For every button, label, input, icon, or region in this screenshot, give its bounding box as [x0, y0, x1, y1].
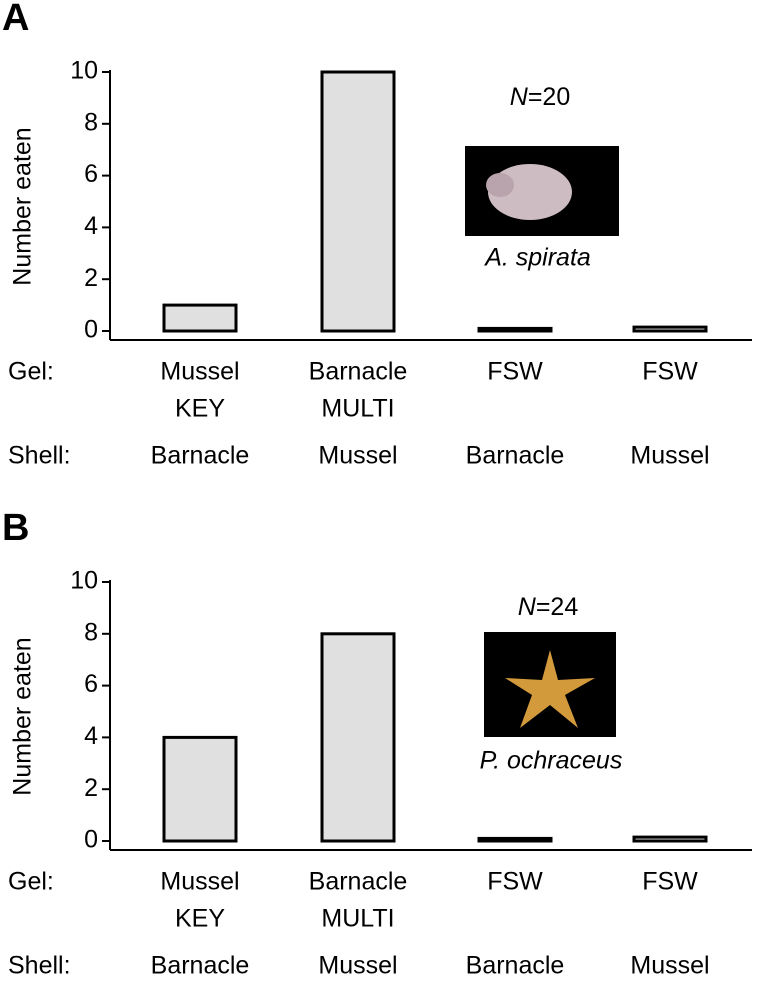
star-shape — [505, 650, 595, 728]
y-tick-label: 0 — [84, 826, 98, 854]
y-tick-label: 4 — [84, 212, 98, 240]
y-tick-label: 6 — [84, 160, 98, 188]
y-tick-label: 2 — [84, 774, 98, 802]
gel-label: FSW — [642, 358, 698, 386]
gel-label: KEY — [175, 905, 225, 933]
gel-label: Mussel — [160, 868, 239, 896]
shell-label: Barnacle — [151, 442, 250, 470]
shell-label: Mussel — [630, 442, 709, 470]
panel-label: B — [2, 507, 29, 549]
y-axis-label: Number eaten — [9, 127, 37, 285]
row-label: Gel: — [8, 358, 54, 386]
row-label: Shell: — [8, 952, 71, 980]
y-tick-label: 4 — [84, 722, 98, 750]
shell-label: Barnacle — [151, 952, 250, 980]
shell-label: Mussel — [318, 952, 397, 980]
gel-label: Mussel — [160, 358, 239, 386]
gel-label: FSW — [487, 358, 543, 386]
bar — [632, 835, 708, 843]
y-tick-label: 10 — [70, 567, 98, 595]
y-tick-label: 8 — [84, 618, 98, 646]
annotation: N=20 — [510, 83, 570, 111]
annotation-italic: N — [518, 593, 537, 621]
row-label: Shell: — [8, 442, 71, 470]
gel-label: Barnacle — [309, 868, 408, 896]
y-tick-label: 0 — [84, 316, 98, 344]
annotation-text: =24 — [536, 593, 579, 621]
annotation: N=24 — [518, 593, 579, 621]
gel-label: MULTI — [321, 905, 394, 933]
bar — [632, 325, 708, 333]
species-label: P. ochraceus — [480, 747, 623, 775]
bar — [320, 70, 396, 333]
gel-label: FSW — [642, 868, 698, 896]
y-tick-label: 8 — [84, 108, 98, 136]
gel-label: Barnacle — [309, 358, 408, 386]
panel-label: A — [2, 0, 29, 39]
y-tick-label: 10 — [70, 57, 98, 85]
gel-label: KEY — [175, 395, 225, 423]
gel-label: MULTI — [321, 395, 394, 423]
species-label: A. spirata — [483, 244, 591, 272]
shell-label: Barnacle — [466, 952, 565, 980]
y-tick-label: 6 — [84, 670, 98, 698]
y-tick-label: 2 — [84, 264, 98, 292]
bar — [162, 735, 238, 843]
bar — [477, 836, 553, 843]
photo-a — [465, 146, 619, 236]
gel-label: FSW — [487, 868, 543, 896]
annotation-italic: N — [510, 83, 529, 111]
bar — [162, 303, 238, 333]
bar — [320, 632, 396, 843]
shell-label: Barnacle — [466, 442, 565, 470]
photo-b — [484, 632, 616, 737]
shell-label: Mussel — [630, 952, 709, 980]
bar — [477, 326, 553, 333]
y-axis-label: Number eaten — [9, 637, 37, 795]
annotation-text: =20 — [528, 83, 570, 111]
row-label: Gel: — [8, 868, 54, 896]
shell-spire — [486, 173, 514, 197]
shell-label: Mussel — [318, 442, 397, 470]
